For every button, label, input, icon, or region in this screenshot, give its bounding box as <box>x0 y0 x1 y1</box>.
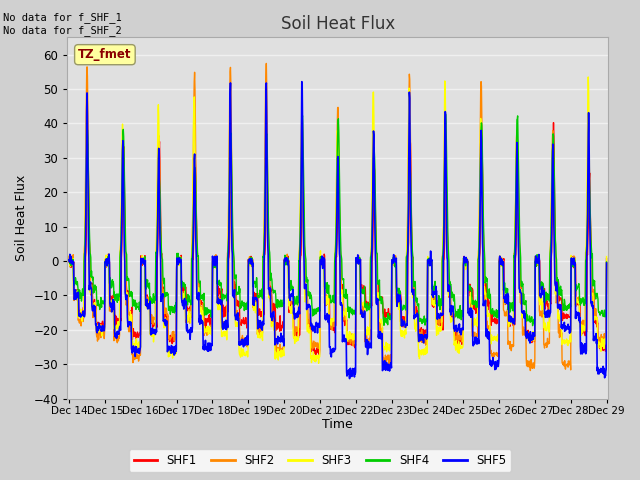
Y-axis label: Soil Heat Flux: Soil Heat Flux <box>15 175 28 261</box>
Text: No data for f_SHF_1: No data for f_SHF_1 <box>3 12 122 23</box>
Legend: SHF1, SHF2, SHF3, SHF4, SHF5: SHF1, SHF2, SHF3, SHF4, SHF5 <box>129 449 511 472</box>
Text: TZ_fmet: TZ_fmet <box>78 48 132 61</box>
Title: Soil Heat Flux: Soil Heat Flux <box>281 15 395 33</box>
X-axis label: Time: Time <box>323 419 353 432</box>
Text: No data for f_SHF_2: No data for f_SHF_2 <box>3 25 122 36</box>
